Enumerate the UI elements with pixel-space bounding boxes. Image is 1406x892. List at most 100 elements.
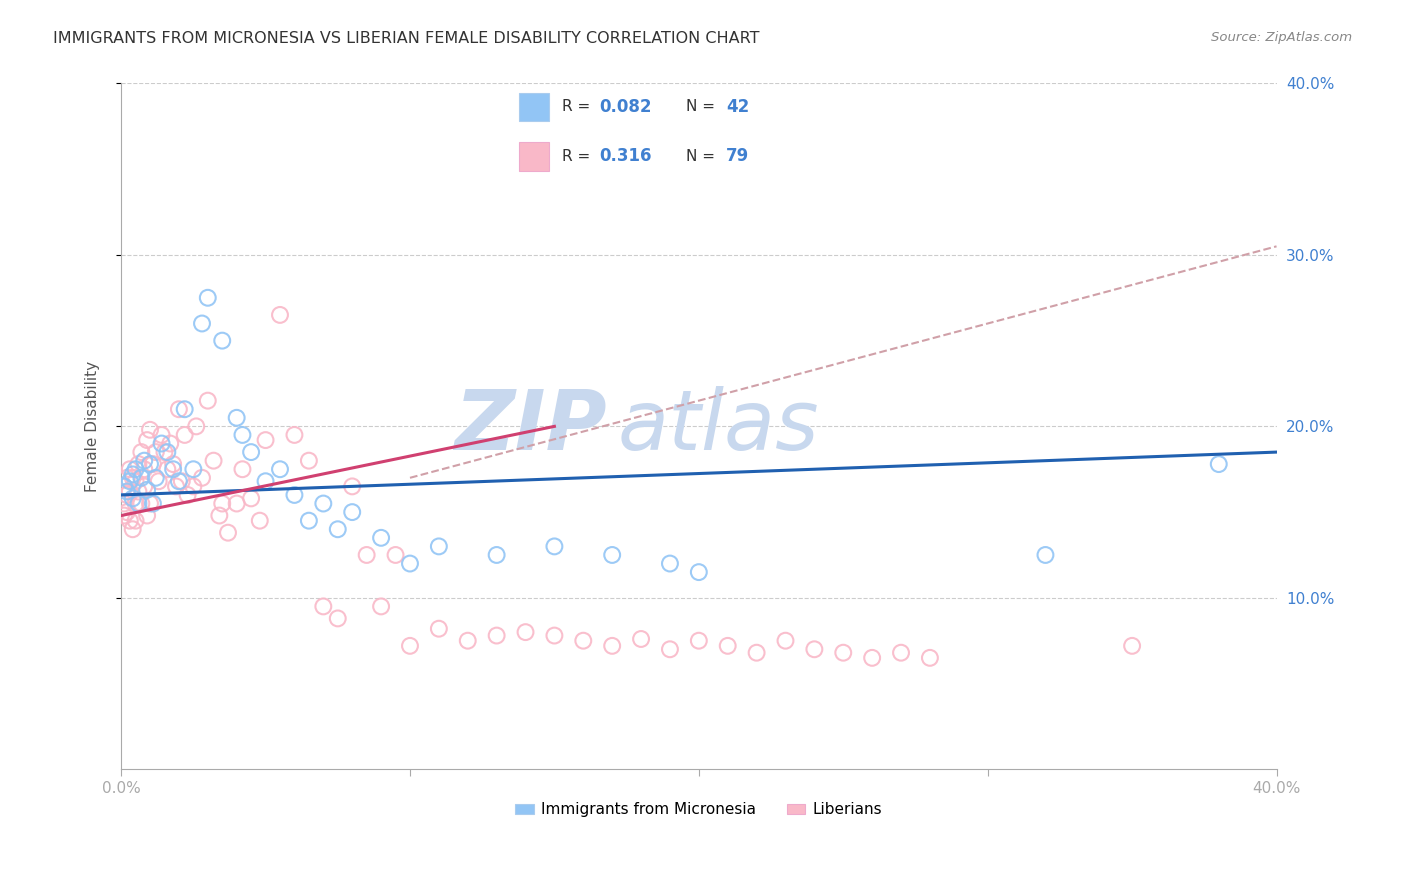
Point xyxy=(145,445,167,459)
Text: ZIP: ZIP xyxy=(454,386,606,467)
Point xyxy=(269,308,291,322)
Text: Source: ZipAtlas.com: Source: ZipAtlas.com xyxy=(1212,31,1353,45)
Point xyxy=(298,453,321,467)
Point xyxy=(240,491,263,506)
Point xyxy=(860,651,883,665)
Point xyxy=(890,646,912,660)
Point xyxy=(775,633,797,648)
Point xyxy=(217,525,239,540)
Point xyxy=(176,488,198,502)
Point xyxy=(121,491,143,506)
Point xyxy=(457,633,479,648)
Text: IMMIGRANTS FROM MICRONESIA VS LIBERIAN FEMALE DISABILITY CORRELATION CHART: IMMIGRANTS FROM MICRONESIA VS LIBERIAN F… xyxy=(53,31,759,46)
Point xyxy=(112,496,135,510)
Text: R =: R = xyxy=(562,99,595,114)
Point xyxy=(124,514,146,528)
Point xyxy=(121,471,143,485)
Point xyxy=(136,433,159,447)
Point xyxy=(134,462,156,476)
Point xyxy=(131,496,153,510)
Point xyxy=(485,548,508,562)
Point xyxy=(131,445,153,459)
Point xyxy=(121,522,143,536)
Point xyxy=(173,402,195,417)
Point xyxy=(191,317,214,331)
Point xyxy=(356,548,378,562)
Point xyxy=(118,484,141,499)
Point xyxy=(225,410,247,425)
Point xyxy=(208,508,231,523)
Point xyxy=(167,475,190,489)
Point xyxy=(254,475,277,489)
Point xyxy=(254,433,277,447)
Point xyxy=(211,496,233,510)
Point xyxy=(136,483,159,497)
Point xyxy=(134,453,156,467)
Point xyxy=(630,632,652,646)
Point xyxy=(115,484,138,499)
Point xyxy=(312,496,335,510)
Point xyxy=(112,479,135,493)
Point xyxy=(688,565,710,579)
Point xyxy=(191,471,214,485)
Point xyxy=(142,457,165,471)
Point xyxy=(326,522,349,536)
Point xyxy=(197,291,219,305)
Point xyxy=(342,505,364,519)
Point xyxy=(1208,457,1230,471)
Point xyxy=(170,475,193,489)
Point xyxy=(269,462,291,476)
Point xyxy=(124,475,146,489)
Point xyxy=(148,475,170,489)
Point xyxy=(139,496,162,510)
Point xyxy=(249,514,271,528)
Point xyxy=(515,625,537,640)
Point xyxy=(150,428,173,442)
Y-axis label: Female Disability: Female Disability xyxy=(86,360,100,491)
Point xyxy=(485,629,508,643)
Point xyxy=(118,514,141,528)
Point xyxy=(127,496,149,510)
Point xyxy=(543,540,565,554)
Point xyxy=(572,633,595,648)
Point xyxy=(118,475,141,489)
Text: 42: 42 xyxy=(725,98,749,116)
Point xyxy=(153,445,176,459)
Point xyxy=(115,471,138,485)
Point xyxy=(832,646,855,660)
Point xyxy=(658,642,681,657)
Legend: Immigrants from Micronesia, Liberians: Immigrants from Micronesia, Liberians xyxy=(509,797,889,823)
Point xyxy=(399,557,422,571)
Point xyxy=(298,514,321,528)
Point xyxy=(156,445,179,459)
Point xyxy=(283,488,305,502)
Point xyxy=(112,479,135,493)
Point xyxy=(167,402,190,417)
Point xyxy=(162,462,184,476)
Text: N =: N = xyxy=(686,149,720,164)
Point xyxy=(918,651,941,665)
Text: 0.316: 0.316 xyxy=(599,147,651,165)
Point xyxy=(115,505,138,519)
Point xyxy=(127,457,149,471)
Point xyxy=(384,548,406,562)
Text: atlas: atlas xyxy=(619,386,820,467)
Text: 79: 79 xyxy=(725,147,749,165)
Point xyxy=(312,599,335,614)
Point xyxy=(202,453,225,467)
Point xyxy=(139,423,162,437)
Point xyxy=(427,622,450,636)
Point xyxy=(121,467,143,482)
Point xyxy=(231,428,253,442)
Point xyxy=(183,479,205,493)
Point xyxy=(717,639,740,653)
Point xyxy=(600,548,623,562)
Point xyxy=(124,496,146,510)
Point xyxy=(115,488,138,502)
Point xyxy=(658,557,681,571)
Point xyxy=(326,611,349,625)
Point xyxy=(225,496,247,510)
FancyBboxPatch shape xyxy=(519,142,550,170)
Point xyxy=(803,642,825,657)
Point xyxy=(197,393,219,408)
